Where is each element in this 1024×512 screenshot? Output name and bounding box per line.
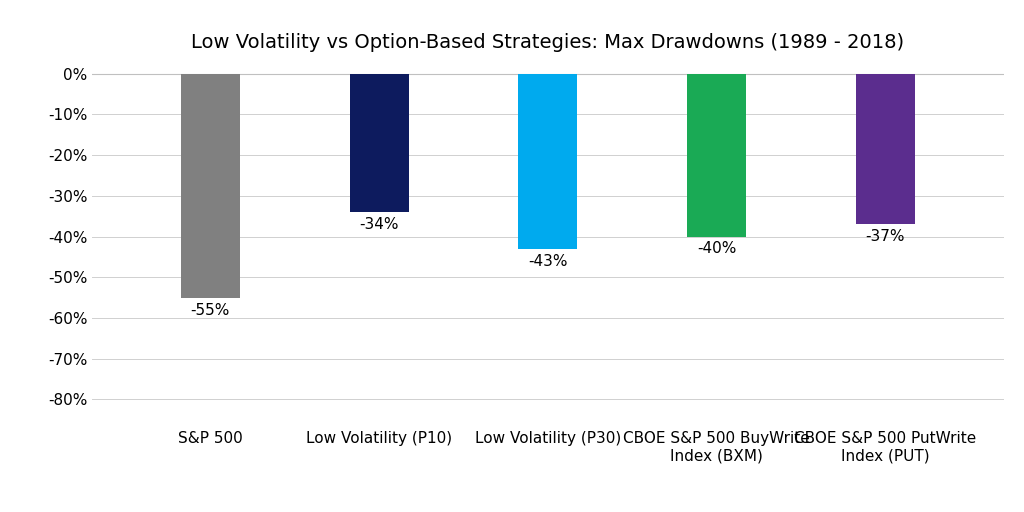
- Bar: [856, 74, 914, 224]
- Text: -37%: -37%: [865, 229, 905, 244]
- Bar: [349, 74, 409, 212]
- Text: -55%: -55%: [190, 303, 230, 317]
- Bar: [687, 74, 746, 237]
- Text: -34%: -34%: [359, 217, 398, 232]
- Bar: [181, 74, 240, 297]
- Bar: [518, 74, 578, 249]
- Text: -40%: -40%: [697, 242, 736, 257]
- Title: Low Volatility vs Option-Based Strategies: Max Drawdowns (1989 - 2018): Low Volatility vs Option-Based Strategie…: [191, 33, 904, 52]
- Text: -43%: -43%: [528, 253, 567, 269]
